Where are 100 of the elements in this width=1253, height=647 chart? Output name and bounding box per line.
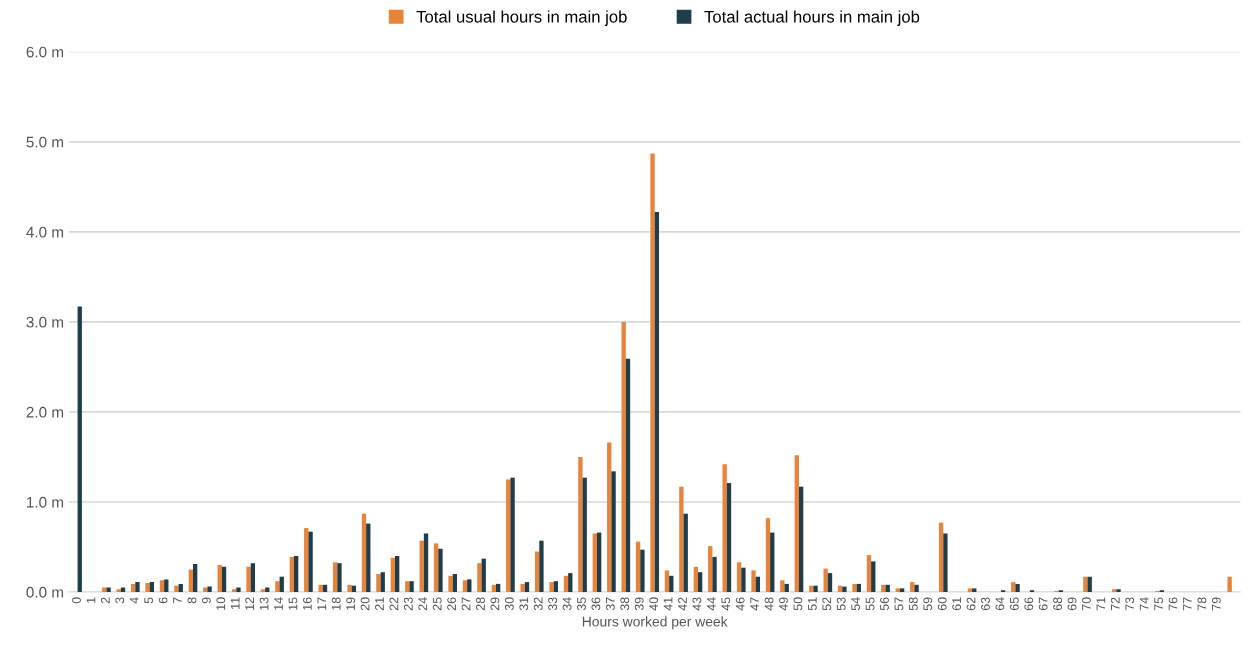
x-tick-label: 14 <box>274 597 283 610</box>
x-tick-label: 79 <box>1211 597 1221 611</box>
bar <box>534 551 540 592</box>
bar <box>972 588 977 592</box>
bar <box>736 562 742 592</box>
bar <box>881 584 886 592</box>
bar <box>1112 589 1117 592</box>
bar <box>236 587 241 592</box>
x-tick-label: 0 <box>72 597 81 604</box>
y-tick-label: 5.0 m <box>26 136 64 148</box>
x-tick-label: 7 <box>173 597 182 604</box>
x-tick-label: 68 <box>1053 597 1063 611</box>
x-tick-label: 71 <box>1096 597 1106 611</box>
bar <box>423 533 429 592</box>
bar <box>318 584 323 592</box>
bar <box>289 556 294 592</box>
bar <box>279 576 284 592</box>
x-tick-label: 66 <box>1024 597 1034 611</box>
x-tick-label: 75 <box>1154 597 1164 611</box>
x-tick-label: 53 <box>836 597 846 611</box>
bar <box>510 477 515 592</box>
x-tick-label: 48 <box>764 597 774 611</box>
bar <box>578 456 583 592</box>
bar <box>650 153 655 592</box>
bar <box>164 579 169 592</box>
y-tick-label: 6.0 m <box>26 46 64 58</box>
x-tick-label: 10 <box>216 597 226 610</box>
bar <box>188 569 193 592</box>
bar <box>664 570 670 592</box>
x-tick-label: 59 <box>923 597 933 611</box>
x-tick-label: 34 <box>562 597 572 611</box>
x-tick-label: 55 <box>865 597 875 611</box>
bar <box>549 582 554 592</box>
x-tick-label: 78 <box>1197 597 1207 611</box>
x-axis-title: Hours worked per week <box>582 616 728 630</box>
bar <box>625 358 631 592</box>
bar <box>607 442 612 592</box>
x-tick-label: 62 <box>966 597 976 611</box>
bar <box>784 583 789 592</box>
x-tick-label: 3 <box>115 597 125 604</box>
bar <box>596 532 602 592</box>
x-tick-label: 23 <box>403 597 413 611</box>
bar <box>347 584 352 592</box>
x-tick-label: 58 <box>908 597 918 611</box>
bar <box>1015 583 1020 592</box>
y-tick-label: 0.0 m <box>26 586 64 598</box>
bar <box>827 573 833 592</box>
x-tick-label: 35 <box>577 597 586 611</box>
bar <box>539 540 544 592</box>
x-tick-label: 15 <box>288 597 298 610</box>
bar <box>448 575 453 592</box>
bar <box>419 540 424 592</box>
bar <box>467 579 472 592</box>
bar <box>145 583 150 592</box>
bar <box>914 584 919 592</box>
bar <box>304 528 309 592</box>
bar <box>895 588 900 592</box>
y-tick-label: 4.0 m <box>26 226 64 238</box>
bar <box>376 574 381 592</box>
x-tick-label: 37 <box>605 597 615 611</box>
bar <box>755 576 761 592</box>
bar <box>495 583 501 592</box>
bar <box>394 555 400 592</box>
bar <box>275 581 280 592</box>
bar <box>438 548 443 592</box>
bar <box>770 532 775 592</box>
bar <box>1011 582 1016 592</box>
x-tick-label: 20 <box>360 597 370 611</box>
x-tick-label: 36 <box>591 597 601 611</box>
bar <box>390 557 395 592</box>
y-tick-label: 2.0 m <box>26 406 64 418</box>
bar <box>1116 589 1121 592</box>
x-tick-label: 77 <box>1183 597 1192 611</box>
x-tick-label: 60 <box>937 597 947 611</box>
bar <box>813 585 818 592</box>
x-tick-label: 28 <box>476 597 485 611</box>
bar <box>708 546 713 592</box>
bar <box>910 582 915 592</box>
x-tick-label: 8 <box>187 597 197 604</box>
x-tick-label: 67 <box>1038 597 1048 611</box>
x-tick-label: 50 <box>793 597 803 611</box>
x-tick-label: 31 <box>519 597 529 611</box>
x-tick-label: 27 <box>461 597 471 611</box>
x-tick-label: 74 <box>1139 597 1149 611</box>
x-tick-label: 25 <box>432 597 442 611</box>
bar <box>611 471 616 592</box>
bar <box>798 486 804 592</box>
bar <box>697 572 703 592</box>
bar <box>481 558 486 592</box>
bar <box>135 582 140 592</box>
bar <box>871 561 876 592</box>
bar <box>106 587 111 592</box>
bar <box>943 533 948 592</box>
x-tick-label: 69 <box>1067 597 1077 611</box>
bar <box>217 564 222 592</box>
x-tick-label: 41 <box>663 597 673 611</box>
bar <box>967 588 973 592</box>
x-tick-label: 12 <box>245 597 254 610</box>
bar <box>149 582 155 592</box>
bar <box>159 580 165 592</box>
